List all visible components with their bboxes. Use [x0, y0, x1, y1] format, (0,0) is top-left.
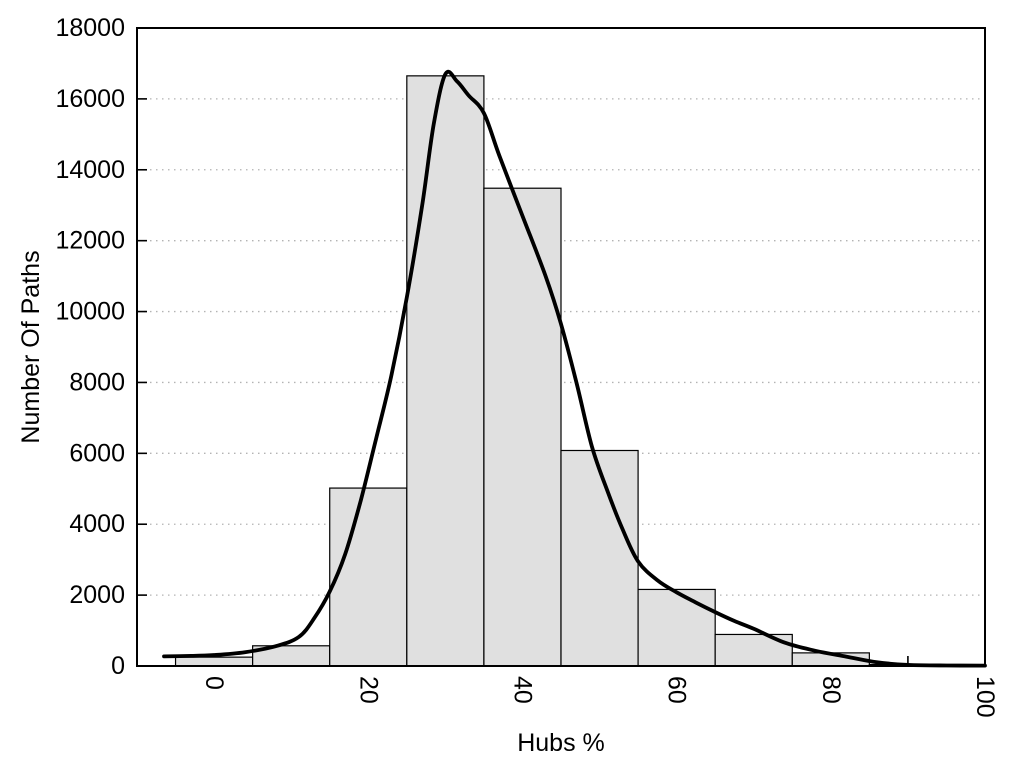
y-axis-title: Number Of Paths	[17, 250, 45, 443]
histogram-bar	[406, 75, 485, 667]
x-tick-label: 100	[971, 676, 999, 718]
density-fit-curve	[162, 69, 987, 668]
histogram-bar	[637, 588, 716, 667]
x-tick-label: 0	[200, 676, 228, 690]
x-tick-label: 20	[354, 676, 382, 704]
y-tick-label: 12000	[55, 227, 125, 255]
y-tick-label: 14000	[55, 156, 125, 184]
plot-frame	[136, 27, 986, 667]
y-tick-label: 10000	[55, 298, 125, 326]
y-tick-label: 6000	[69, 439, 125, 467]
x-tick-label: 60	[663, 676, 691, 704]
y-tick-label: 2000	[69, 581, 125, 609]
x-axis-title: Hubs %	[517, 729, 605, 757]
y-tick-label: 0	[111, 652, 125, 680]
y-tick-label: 16000	[55, 85, 125, 113]
y-tick-label: 4000	[69, 510, 125, 538]
histogram-bar	[483, 187, 562, 667]
y-tick-label: 18000	[55, 14, 125, 42]
histogram-bar	[560, 449, 639, 667]
histogram-bar	[174, 656, 254, 667]
x-tick-label: 80	[817, 676, 845, 704]
histogram-bar	[329, 487, 408, 667]
y-tick-label: 8000	[69, 368, 125, 396]
x-tick-label: 40	[508, 676, 536, 704]
